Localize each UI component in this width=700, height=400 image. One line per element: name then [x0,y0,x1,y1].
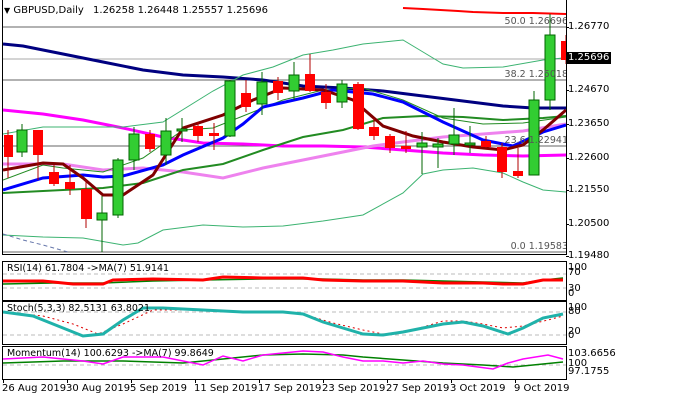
stoch-axis-100: 100 [568,302,588,313]
main-price-chart[interactable]: 50.0 1.26696 38.2 1.25018 23.6 1.22941 0… [2,0,567,255]
price-tick: 1.26770 [568,21,610,32]
price-tick: 1.21550 [568,184,610,195]
stoch-axis-20: 20 [568,326,581,337]
momentum-canvas [3,350,566,370]
fib-label-23: 23.6 1.22941 [504,135,567,146]
rsi-axis-30: 30 [568,283,581,294]
momentum-panel[interactable]: Momentum(14) 100.6293 ->MA(7) 99.8649 [2,346,567,380]
fib-label-38: 38.2 1.25018 [504,69,567,80]
stoch-axis-80: 80 [568,306,581,317]
date-label: 30 Aug 2019 [66,383,131,394]
fib-label-0: 0.0 1.19583 [510,241,567,252]
chart-title: ▼ GBPUSD,Daily 1.26258 1.26448 1.25557 1… [4,5,268,16]
date-label: 23 Sep 2019 [322,383,386,394]
price-tick: 1.22600 [568,152,610,163]
rsi-axis-100: 100 [568,262,588,273]
rsi-axis-0: 0 [568,288,575,299]
price-tick: 1.24670 [568,84,610,95]
momentum-axis-min: 97.1755 [568,366,610,377]
date-label: 17 Sep 2019 [258,383,322,394]
date-label: 26 Aug 2019 [2,383,67,394]
price-tick: 1.20500 [568,218,610,229]
rsi-canvas [3,273,566,289]
momentum-axis-100: 100 [568,358,588,369]
momentum-axis-max: 103.6656 [568,348,616,359]
stochastic-panel[interactable]: Stoch(5,3,3) 82.5131 63.8021 [2,301,567,345]
momentum-title: Momentum(14) 100.6293 ->MA(7) 99.8649 [7,348,214,359]
stoch-title: Stoch(5,3,3) 82.5131 63.8021 [7,303,151,314]
dropdown-triangle-icon[interactable]: ▼ [4,6,11,15]
price-chart-canvas [3,7,566,253]
date-label: 5 Sep 2019 [130,383,188,394]
symbol-timeframe: GBPUSD,Daily [13,5,84,16]
stoch-axis-0: 0 [568,330,575,341]
rsi-axis-70: 70 [568,267,581,278]
date-label: 3 Oct 2019 [450,383,506,394]
rsi-title: RSI(14) 61.7804 ->MA(7) 51.9141 [7,263,170,274]
ohlc-values: 1.26258 1.26448 1.25557 1.25696 [93,5,268,16]
price-tick: 1.19480 [568,250,610,261]
price-tick: 1.23650 [568,118,610,129]
current-price-badge: 1.25696 [566,52,612,64]
date-label: 11 Sep 2019 [194,383,258,394]
date-label: 9 Oct 2019 [514,383,570,394]
date-label: 27 Sep 2019 [386,383,450,394]
rsi-panel[interactable]: RSI(14) 61.7804 ->MA(7) 51.9141 [2,261,567,301]
stoch-canvas [3,306,566,338]
fib-label-50: 50.0 1.26696 [504,16,567,27]
